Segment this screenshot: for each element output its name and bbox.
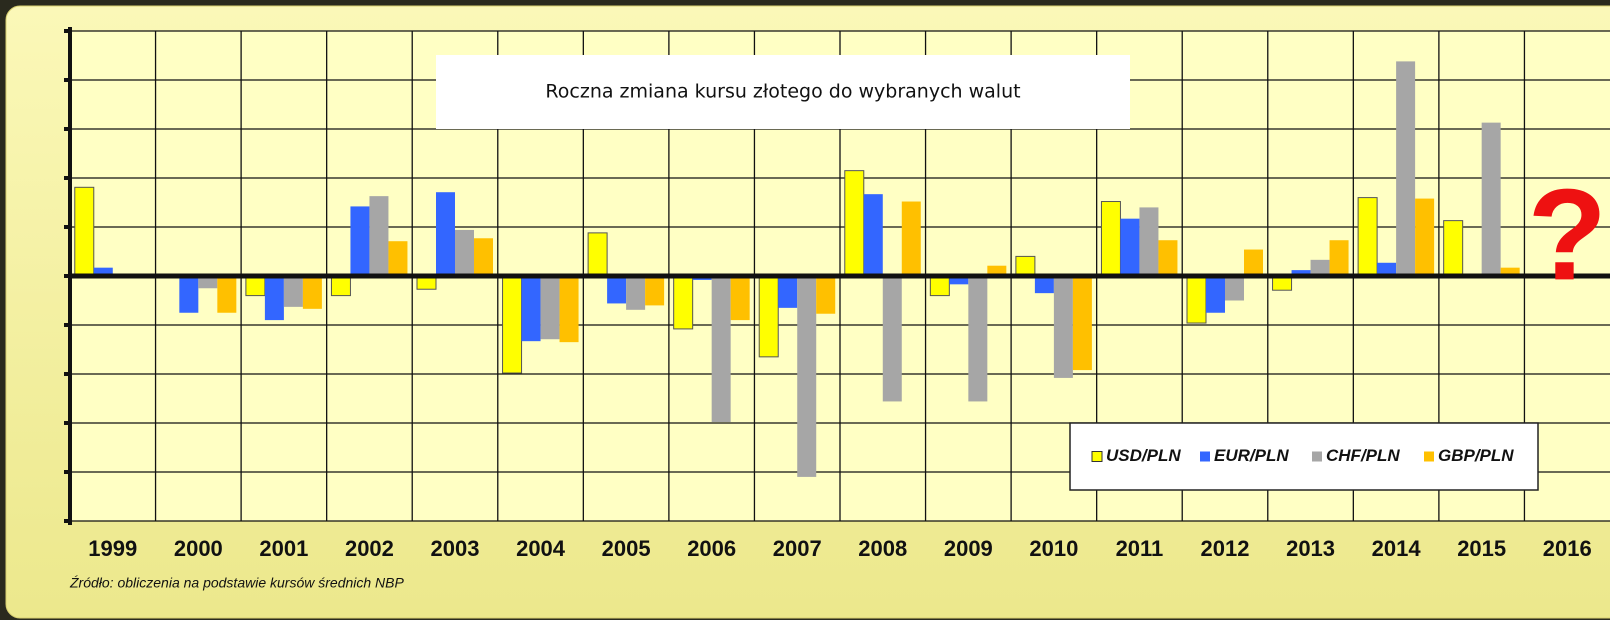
- bar: [1139, 207, 1159, 276]
- bar: [1100, 201, 1121, 277]
- x-tick-label: 2007: [773, 536, 822, 561]
- bar: [711, 276, 731, 423]
- x-tick-label: 2005: [602, 536, 651, 561]
- bar: [502, 275, 523, 374]
- legend-swatch: [1200, 451, 1210, 462]
- bar: [350, 206, 370, 276]
- legend-swatch: [1312, 451, 1322, 462]
- bar: [778, 276, 798, 308]
- bars: [74, 61, 1520, 477]
- bar: [1072, 276, 1092, 371]
- bar: [302, 276, 322, 309]
- legend-label: GBP/PLN: [1438, 446, 1514, 465]
- bar: [844, 170, 865, 277]
- bar: [217, 276, 237, 313]
- x-tick-label: 2012: [1201, 536, 1250, 561]
- bar: [283, 276, 303, 307]
- x-tick-label: 2009: [944, 536, 993, 561]
- x-tick-label: 2002: [345, 536, 394, 561]
- bar: [1206, 276, 1225, 313]
- bar: [987, 265, 1007, 276]
- annotation: ?: [1528, 161, 1607, 307]
- bar: [540, 276, 560, 340]
- x-tick-label: 2008: [858, 536, 907, 561]
- bar: [1186, 275, 1207, 324]
- bar: [587, 232, 608, 277]
- bar: [626, 276, 646, 310]
- bar: [1415, 198, 1435, 276]
- bar: [559, 276, 579, 343]
- bar: [758, 275, 779, 358]
- bar: [1053, 276, 1073, 378]
- x-tick-label: 2006: [687, 536, 736, 561]
- bar: [882, 276, 902, 402]
- bar: [1443, 220, 1464, 277]
- bar: [521, 276, 541, 342]
- x-tick-label: 1999: [88, 536, 137, 561]
- bar: [330, 275, 351, 297]
- bar: [1015, 255, 1036, 277]
- bar: [1396, 61, 1416, 276]
- bar: [436, 192, 455, 276]
- legend-box: [1069, 422, 1539, 491]
- bar: [797, 276, 817, 477]
- x-tick-label: 2016: [1543, 536, 1592, 561]
- bar: [816, 276, 836, 314]
- x-tick-label: 2004: [516, 536, 566, 561]
- bar: [1481, 122, 1501, 276]
- legend-swatch: [1424, 451, 1434, 462]
- bar: [929, 275, 950, 297]
- bar: [455, 229, 474, 276]
- bar: [74, 186, 95, 277]
- bar: [1500, 267, 1520, 276]
- bar: [474, 238, 493, 276]
- bar: [264, 276, 284, 321]
- bar: [245, 275, 266, 297]
- bar: [1034, 276, 1054, 294]
- bar: [1158, 240, 1178, 276]
- x-tick-label: 2011: [1116, 536, 1164, 561]
- bar: [93, 267, 113, 276]
- x-tick-label: 2003: [431, 536, 480, 561]
- x-tick-label: 2015: [1457, 536, 1506, 561]
- title-box: [436, 55, 1130, 129]
- bar: [1225, 276, 1244, 301]
- bar: [1377, 262, 1397, 276]
- bar: [179, 276, 199, 313]
- x-tick-label: 2014: [1372, 536, 1422, 561]
- x-tick-label: 2010: [1029, 536, 1078, 561]
- bar: [863, 194, 883, 276]
- source-note: Źródło: obliczenia na podstawie kursów ś…: [69, 575, 404, 591]
- bar: [645, 276, 665, 306]
- x-tick-label: 2000: [174, 536, 223, 561]
- bar: [949, 276, 969, 285]
- bar: [1120, 218, 1140, 276]
- bar: [1291, 270, 1311, 276]
- bar: [901, 201, 921, 276]
- bar: [1357, 197, 1378, 277]
- legend-swatch: [1091, 451, 1103, 462]
- bar: [673, 275, 694, 330]
- bar: [369, 196, 389, 276]
- bar: [607, 276, 627, 304]
- x-tick-label: 2001: [259, 536, 308, 561]
- x-tick-label: 2013: [1286, 536, 1335, 561]
- bar: [1244, 249, 1263, 276]
- bar: [1310, 259, 1330, 276]
- legend-label: EUR/PLN: [1214, 446, 1289, 465]
- bar: [388, 241, 408, 276]
- legend-label: USD/PLN: [1106, 446, 1181, 465]
- chart-title: Roczna zmiana kursu złotego do wybranych…: [545, 81, 1020, 103]
- legend-label: CHF/PLN: [1326, 446, 1400, 465]
- bar: [968, 276, 988, 402]
- bar: [198, 276, 218, 289]
- bar: [1329, 240, 1349, 276]
- bar: [730, 276, 750, 321]
